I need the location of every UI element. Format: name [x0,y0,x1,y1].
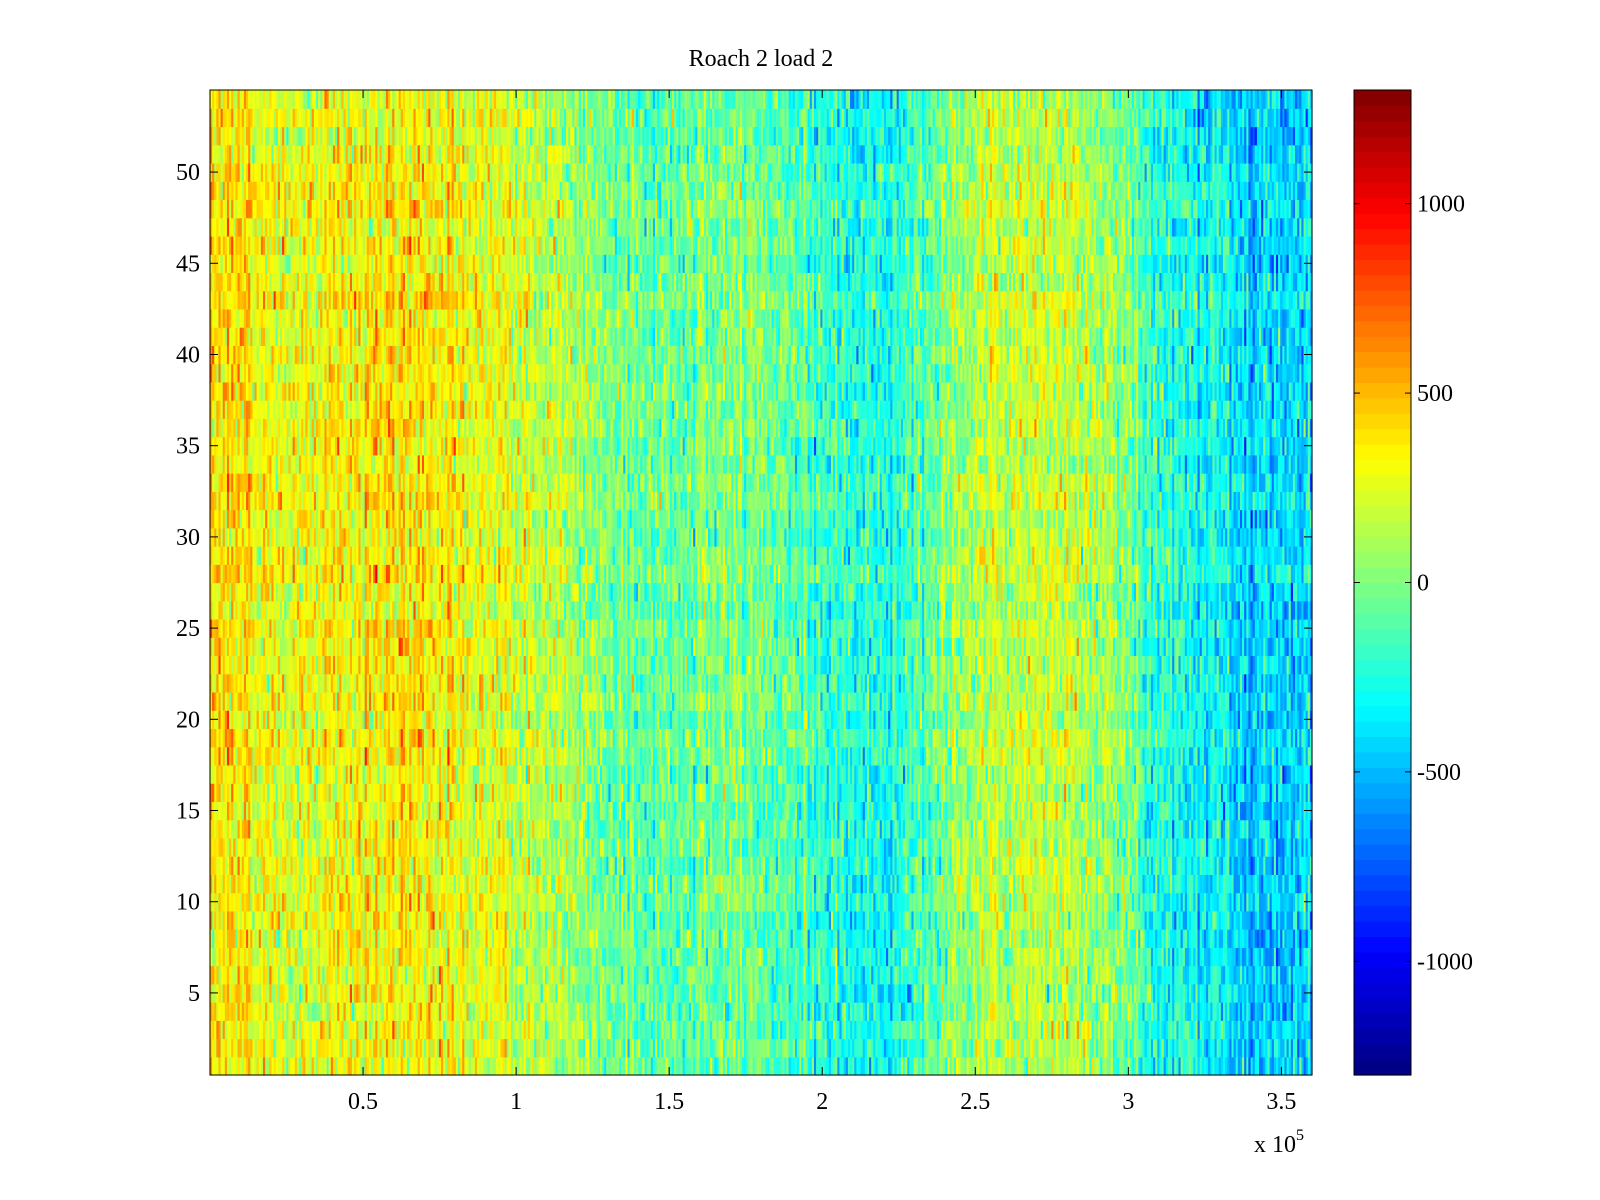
heatmap-cells [210,90,1313,1076]
